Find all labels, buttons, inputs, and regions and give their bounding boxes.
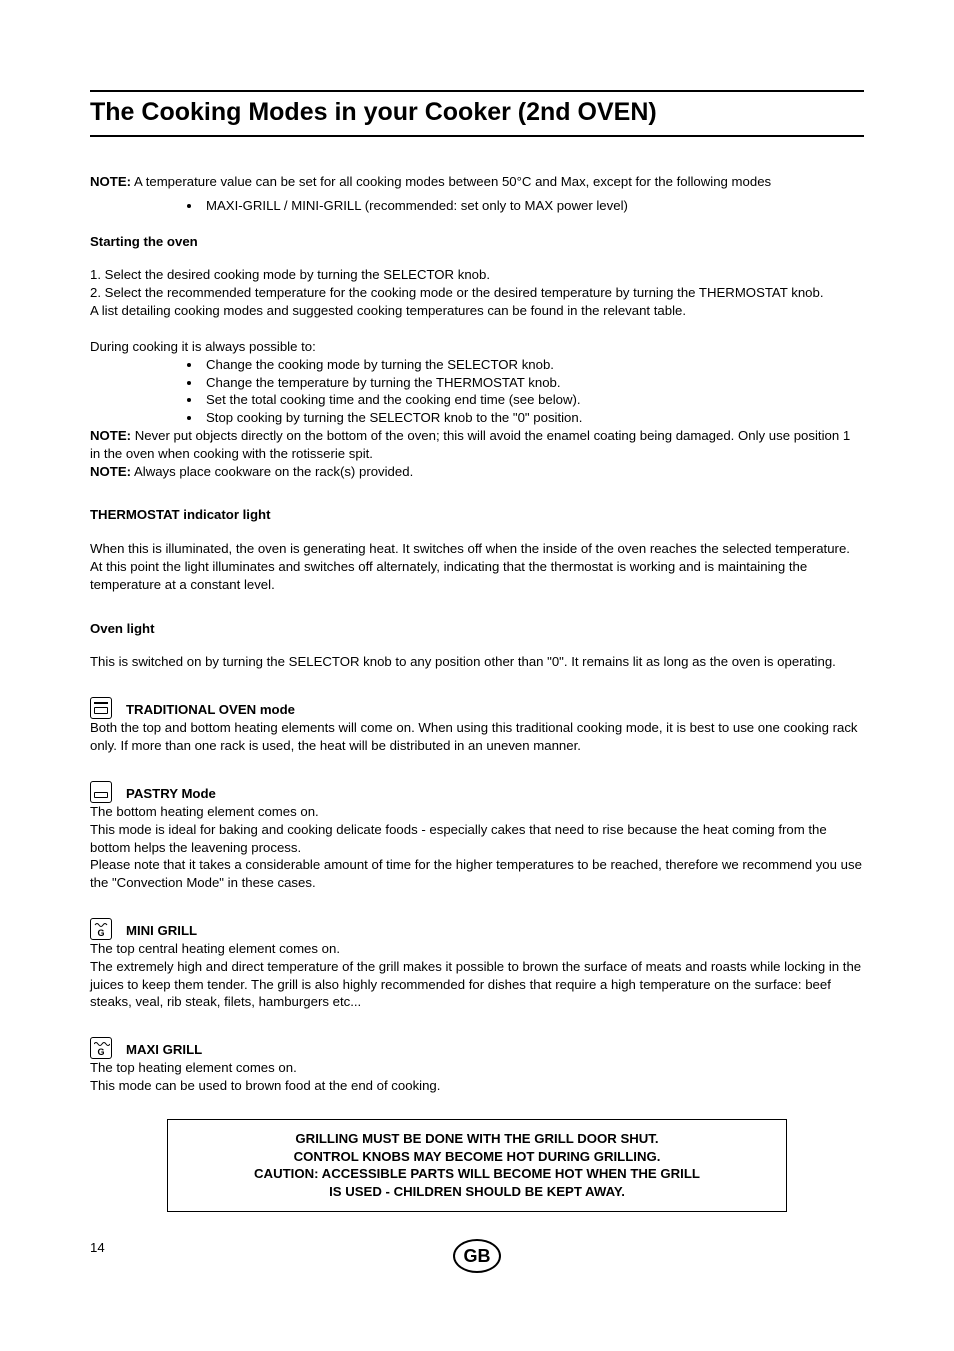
- starting-note1: NOTE: Never put objects directly on the …: [90, 427, 864, 463]
- mode-minigrill-header: G MINI GRILL: [90, 918, 864, 940]
- ovenlight-text: This is switched on by turning the SELEC…: [90, 653, 864, 671]
- note-label: NOTE:: [90, 464, 131, 479]
- mode-maxigrill-line1: The top heating element comes on.: [90, 1059, 864, 1077]
- intro-bullets: MAXI-GRILL / MINI-GRILL (recommended: se…: [90, 197, 864, 215]
- mode-maxigrill-header: G MAXI GRILL: [90, 1037, 864, 1059]
- warning-line4: IS USED - CHILDREN SHOULD BE KEPT AWAY.: [188, 1183, 766, 1201]
- page-body: NOTE: A temperature value can be set for…: [90, 173, 864, 1212]
- intro-note: NOTE: A temperature value can be set for…: [90, 173, 864, 191]
- warning-line3: CAUTION: ACCESSIBLE PARTS WILL BECOME HO…: [188, 1165, 766, 1183]
- thermostat-text: When this is illuminated, the oven is ge…: [90, 540, 864, 593]
- warning-line2: CONTROL KNOBS MAY BECOME HOT DURING GRIL…: [188, 1148, 766, 1166]
- country-badge: GB: [453, 1239, 501, 1273]
- note-label: NOTE:: [90, 428, 131, 443]
- mode-minigrill-title: MINI GRILL: [126, 922, 197, 940]
- page-number: 14: [90, 1240, 105, 1255]
- mode-pastry-line1: The bottom heating element comes on.: [90, 803, 864, 821]
- mode-pastry-line3: Please note that it takes a considerable…: [90, 856, 864, 892]
- mode-traditional-text: Both the top and bottom heating elements…: [90, 719, 864, 755]
- pastry-mode-icon: [90, 781, 112, 803]
- mode-pastry-title: PASTRY Mode: [126, 785, 216, 803]
- list-item: Set the total cooking time and the cooki…: [202, 391, 864, 409]
- during-bullets: Change the cooking mode by turning the S…: [90, 356, 864, 427]
- mode-maxigrill-line2: This mode can be used to brown food at t…: [90, 1077, 864, 1095]
- starting-step2: 2. Select the recommended temperature fo…: [90, 284, 864, 302]
- mode-maxigrill-title: MAXI GRILL: [126, 1041, 202, 1059]
- starting-step3: A list detailing cooking modes and sugge…: [90, 302, 864, 320]
- warning-box: GRILLING MUST BE DONE WITH THE GRILL DOO…: [167, 1119, 787, 1212]
- note-label: NOTE:: [90, 174, 131, 189]
- note2-text: Always place cookware on the rack(s) pro…: [131, 464, 413, 479]
- maxi-grill-icon: G: [90, 1037, 112, 1059]
- mode-traditional-title: TRADITIONAL OVEN mode: [126, 701, 295, 719]
- traditional-oven-icon: [90, 697, 112, 719]
- warning-line1: GRILLING MUST BE DONE WITH THE GRILL DOO…: [188, 1130, 766, 1148]
- mode-traditional-header: TRADITIONAL OVEN mode: [90, 697, 864, 719]
- mode-pastry-line2: This mode is ideal for baking and cookin…: [90, 821, 864, 857]
- ovenlight-heading: Oven light: [90, 620, 864, 638]
- mode-minigrill-line1: The top central heating element comes on…: [90, 940, 864, 958]
- thermostat-heading: THERMOSTAT indicator light: [90, 506, 864, 524]
- intro-note-text: A temperature value can be set for all c…: [131, 174, 771, 189]
- list-item: Change the cooking mode by turning the S…: [202, 356, 864, 374]
- page-title: The Cooking Modes in your Cooker (2nd OV…: [90, 90, 864, 137]
- mini-grill-icon: G: [90, 918, 112, 940]
- grill-g-label: G: [91, 1048, 111, 1057]
- starting-note2: NOTE: Always place cookware on the rack(…: [90, 463, 864, 481]
- grill-g-label: G: [91, 929, 111, 938]
- list-item: MAXI-GRILL / MINI-GRILL (recommended: se…: [202, 197, 864, 215]
- starting-step1: 1. Select the desired cooking mode by tu…: [90, 266, 864, 284]
- starting-heading: Starting the oven: [90, 233, 864, 251]
- list-item: Change the temperature by turning the TH…: [202, 374, 864, 392]
- mode-pastry-header: PASTRY Mode: [90, 781, 864, 803]
- mode-minigrill-line2: The extremely high and direct temperatur…: [90, 958, 864, 1011]
- note1-text: Never put objects directly on the bottom…: [90, 428, 850, 461]
- during-intro: During cooking it is always possible to:: [90, 338, 864, 356]
- list-item: Stop cooking by turning the SELECTOR kno…: [202, 409, 864, 427]
